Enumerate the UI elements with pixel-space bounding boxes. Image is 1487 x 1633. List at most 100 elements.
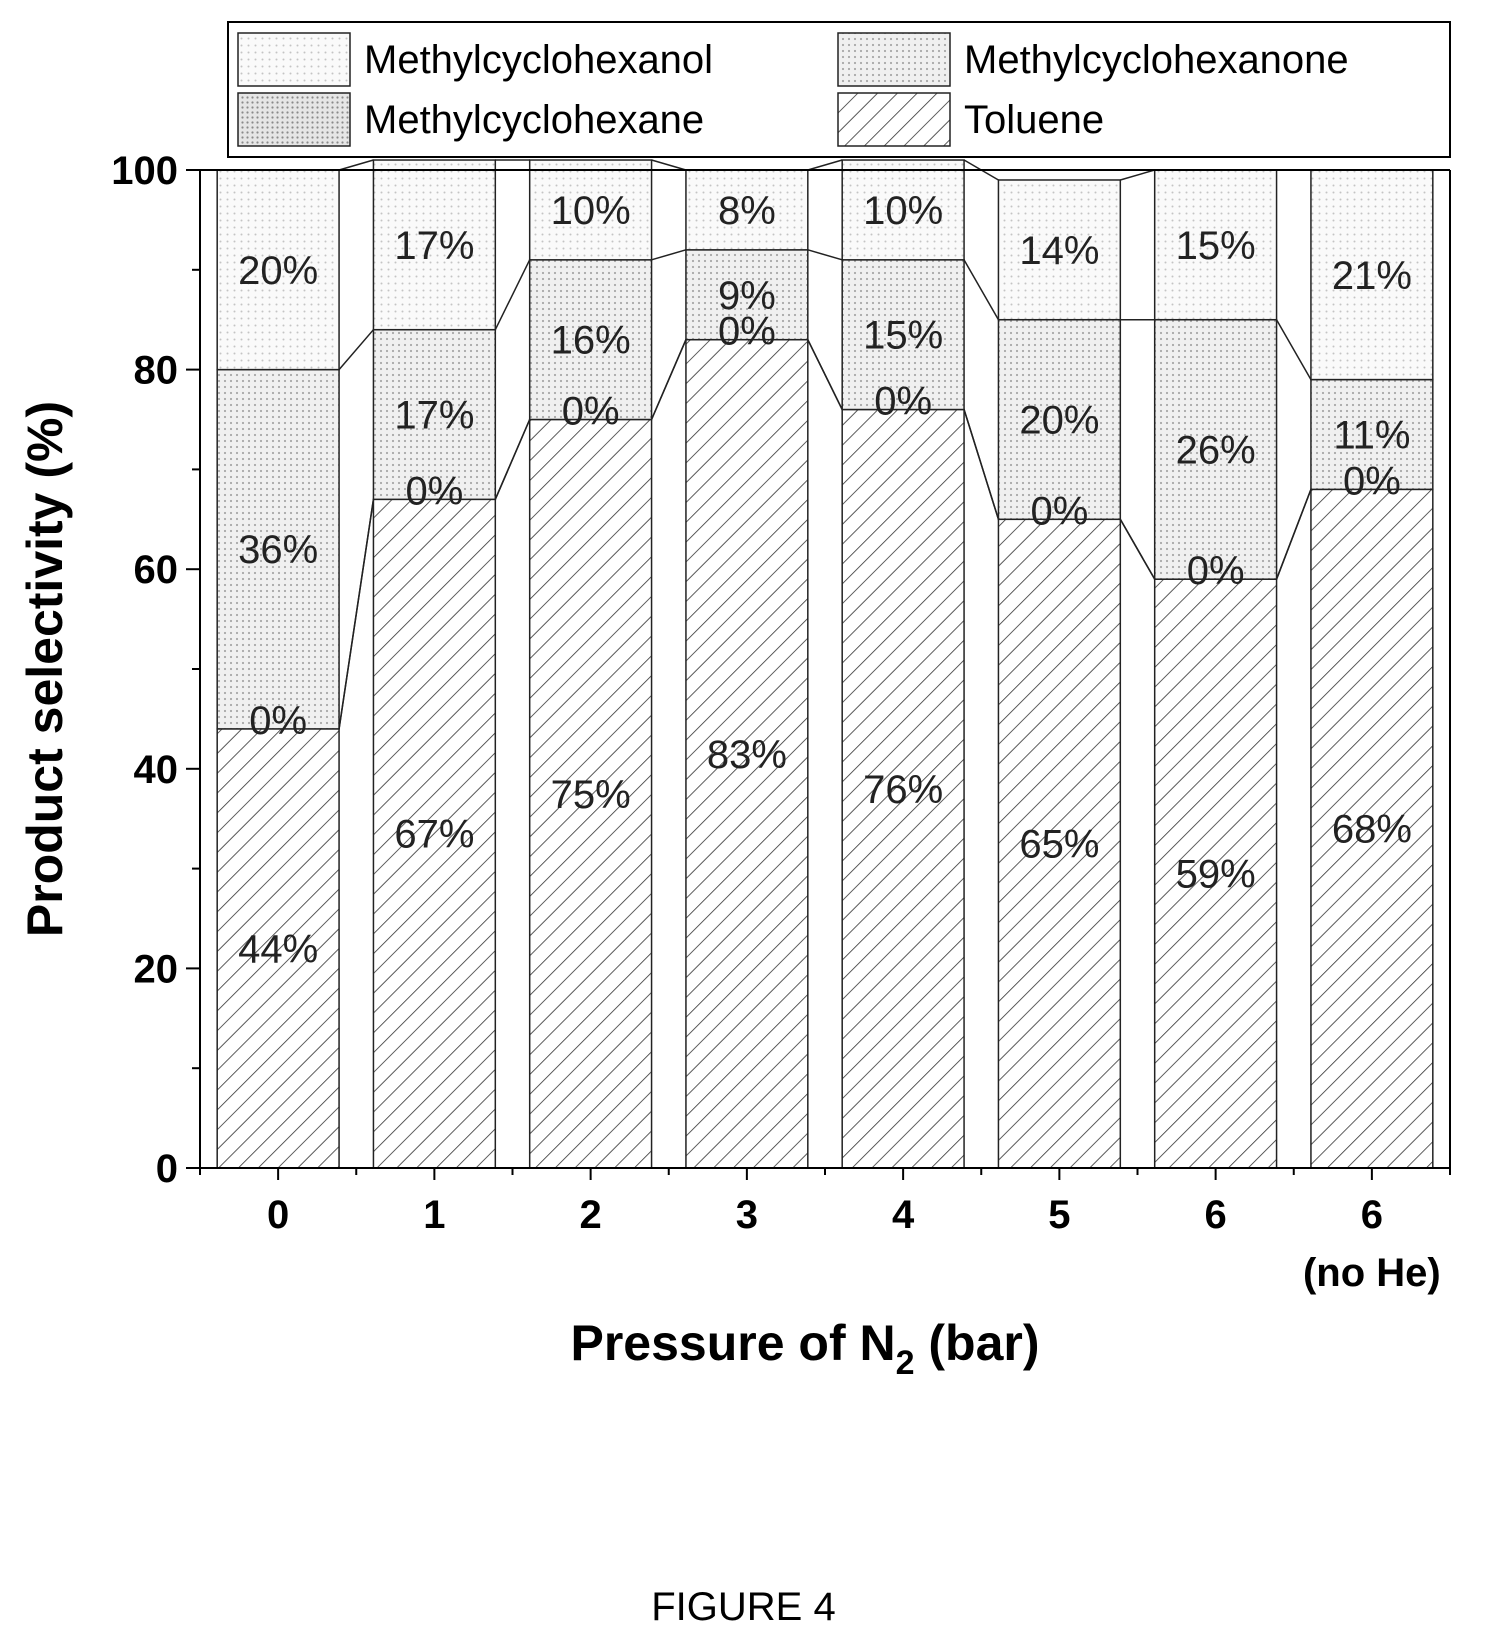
- connector-methylcyclohexanone-0: [338, 329, 375, 371]
- data-label-methylcyclohexane-4: 0%: [874, 380, 932, 424]
- data-label-toluene-1: 67%: [394, 813, 474, 857]
- data-label-methylcyclohexane-0: 0%: [249, 699, 307, 743]
- bar-methylcyclohexanol-3: [685, 169, 809, 251]
- legend-label-toluene: Toluene: [964, 98, 1104, 142]
- data-label-methylcyclohexane-7: 0%: [1343, 459, 1401, 503]
- data-label-methylcyclohexanone-5: 20%: [1019, 399, 1099, 443]
- data-label-methylcyclohexanone-7: 11%: [1333, 413, 1410, 457]
- x-tick-label-0: 0: [267, 1193, 289, 1237]
- connector-methylcyclohexanone-6: [1275, 319, 1312, 380]
- connector-methylcyclohexane-5: [1119, 518, 1156, 580]
- connector-methylcyclohexanone-2: [651, 249, 687, 261]
- y-tick-label: 80: [134, 349, 179, 393]
- connector-methylcyclohexanone-3: [807, 249, 843, 261]
- connector-methylcyclohexanol-3: [807, 159, 843, 171]
- data-label-methylcyclohexane-1: 0%: [405, 469, 463, 513]
- y-axis-title: Product selectivity (%): [17, 401, 73, 937]
- y-ticks: 0 20 40 60 80 100: [111, 149, 200, 1191]
- segment-labels: 44%0%36%20%67%0%17%17%75%0%16%10%83%0%9%…: [238, 189, 1412, 972]
- bar-methylcyclohexanone-6: [1153, 318, 1278, 580]
- bar-methylcyclohexanone-5: [997, 318, 1122, 521]
- connector-methylcyclohexane-2: [650, 339, 687, 420]
- legend-swatch-toluene: [837, 92, 951, 147]
- data-label-methylcyclohexanone-6: 26%: [1176, 428, 1256, 472]
- data-label-toluene-2: 75%: [551, 773, 631, 817]
- bar-methylcyclohexanone-0: [216, 368, 340, 730]
- data-label-methylcyclohexanone-2: 16%: [551, 319, 631, 363]
- x-axis-title-subscript: 2: [896, 1344, 915, 1382]
- data-label-toluene-7: 68%: [1332, 808, 1412, 852]
- bar-methylcyclohexanol-1: [372, 159, 497, 331]
- data-label-methylcyclohexanone-3: 9%: [718, 274, 776, 318]
- data-label-toluene-3: 83%: [707, 733, 787, 777]
- legend-swatch-methylcyclohexane: [237, 92, 351, 147]
- bar-methylcyclohexanol-4: [841, 159, 965, 261]
- legend-label-methylcyclohexane: Methylcyclohexane: [364, 98, 704, 142]
- data-label-methylcyclohexane-3: 0%: [718, 310, 776, 354]
- bars-layer: [216, 159, 1434, 1169]
- connector-methylcyclohexane-3: [807, 339, 843, 410]
- x-tick-label-1: 1: [423, 1193, 445, 1237]
- data-label-methylcyclohexanol-3: 8%: [718, 189, 776, 233]
- data-label-toluene-6: 59%: [1176, 853, 1256, 897]
- legend-label-methylcyclohexanone: Methylcyclohexanone: [964, 38, 1349, 82]
- x-tick-label-4: 4: [892, 1193, 915, 1237]
- x-axis-title: Pressure of N2 (bar): [570, 1315, 1039, 1382]
- data-label-methylcyclohexane-2: 0%: [562, 390, 620, 434]
- x-axis-title-tail: (bar): [915, 1315, 1040, 1371]
- x-tick-label-5: 5: [1048, 1193, 1070, 1237]
- x-tick-label-7: 6: [1361, 1193, 1383, 1237]
- bar-toluene-4: [841, 408, 965, 1169]
- data-label-methylcyclohexane-6: 0%: [1187, 549, 1245, 593]
- bar-methylcyclohexanol-7: [1310, 169, 1434, 381]
- bar-toluene-1: [372, 498, 497, 1169]
- bar-methylcyclohexanol-6: [1153, 169, 1278, 321]
- data-label-methylcyclohexanone-1: 17%: [394, 394, 474, 438]
- y-tick-label: 20: [134, 947, 179, 991]
- bar-methylcyclohexanol-2: [528, 159, 653, 261]
- x-tick-label-6: 6: [1205, 1193, 1227, 1237]
- x-ticks: 0 1 2 3 4 5 6 6 (no He): [199, 1168, 1451, 1295]
- y-tick-label: 100: [111, 149, 178, 193]
- data-label-methylcyclohexanol-4: 10%: [863, 189, 943, 233]
- connector-methylcyclohexanone-1: [494, 259, 531, 331]
- legend: Methylcyclohexanol Methylcyclohexanone Met…: [227, 21, 1451, 158]
- data-label-toluene-5: 65%: [1019, 823, 1099, 867]
- y-tick-label: 60: [134, 548, 179, 592]
- y-tick-label: 40: [134, 748, 179, 792]
- data-label-methylcyclohexanol-0: 20%: [238, 249, 318, 293]
- x-tick-sublabel-7: (no He): [1303, 1251, 1441, 1295]
- data-label-toluene-0: 44%: [238, 927, 318, 971]
- bar-methylcyclohexanol-5: [997, 179, 1122, 321]
- data-label-methylcyclohexanone-4: 15%: [863, 314, 943, 358]
- legend-swatch-methylcyclohexanone: [837, 32, 951, 87]
- bar-toluene-0: [216, 728, 340, 1169]
- bar-methylcyclohexanone-7: [1310, 378, 1434, 491]
- data-label-methylcyclohexanol-7: 21%: [1332, 254, 1412, 298]
- data-label-methylcyclohexane-5: 0%: [1030, 489, 1088, 533]
- data-label-methylcyclohexanone-0: 36%: [238, 528, 318, 572]
- bar-toluene-6: [1153, 578, 1278, 1169]
- x-tick-label-3: 3: [736, 1193, 758, 1237]
- connector-methylcyclohexanol-0: [338, 159, 374, 171]
- x-axis-title-main: Pressure of N: [570, 1315, 895, 1371]
- connector-methylcyclohexane-1: [494, 419, 531, 500]
- connector-methylcyclohexanone-4: [963, 259, 1000, 321]
- data-label-methylcyclohexanol-1: 17%: [394, 224, 474, 268]
- bar-toluene-3: [685, 338, 809, 1169]
- data-label-methylcyclohexanol-6: 15%: [1176, 224, 1256, 268]
- connector-methylcyclohexanol-5: [1120, 169, 1155, 181]
- connector-methylcyclohexane-4: [963, 409, 1000, 520]
- bar-methylcyclohexanone-2: [528, 259, 653, 421]
- connector-methylcyclohexane-6: [1275, 489, 1312, 580]
- data-label-toluene-4: 76%: [863, 768, 943, 812]
- bar-toluene-5: [997, 518, 1122, 1169]
- connector-methylcyclohexanol-2: [651, 159, 687, 171]
- legend-swatch-methylcyclohexanol: [237, 32, 351, 87]
- legend-label-methylcyclohexanol: Methylcyclohexanol: [364, 38, 713, 82]
- bar-methylcyclohexanone-1: [372, 328, 497, 501]
- data-label-methylcyclohexanol-5: 14%: [1019, 229, 1099, 273]
- data-label-methylcyclohexanol-2: 10%: [551, 189, 631, 233]
- connector-methylcyclohexane-0: [338, 499, 375, 729]
